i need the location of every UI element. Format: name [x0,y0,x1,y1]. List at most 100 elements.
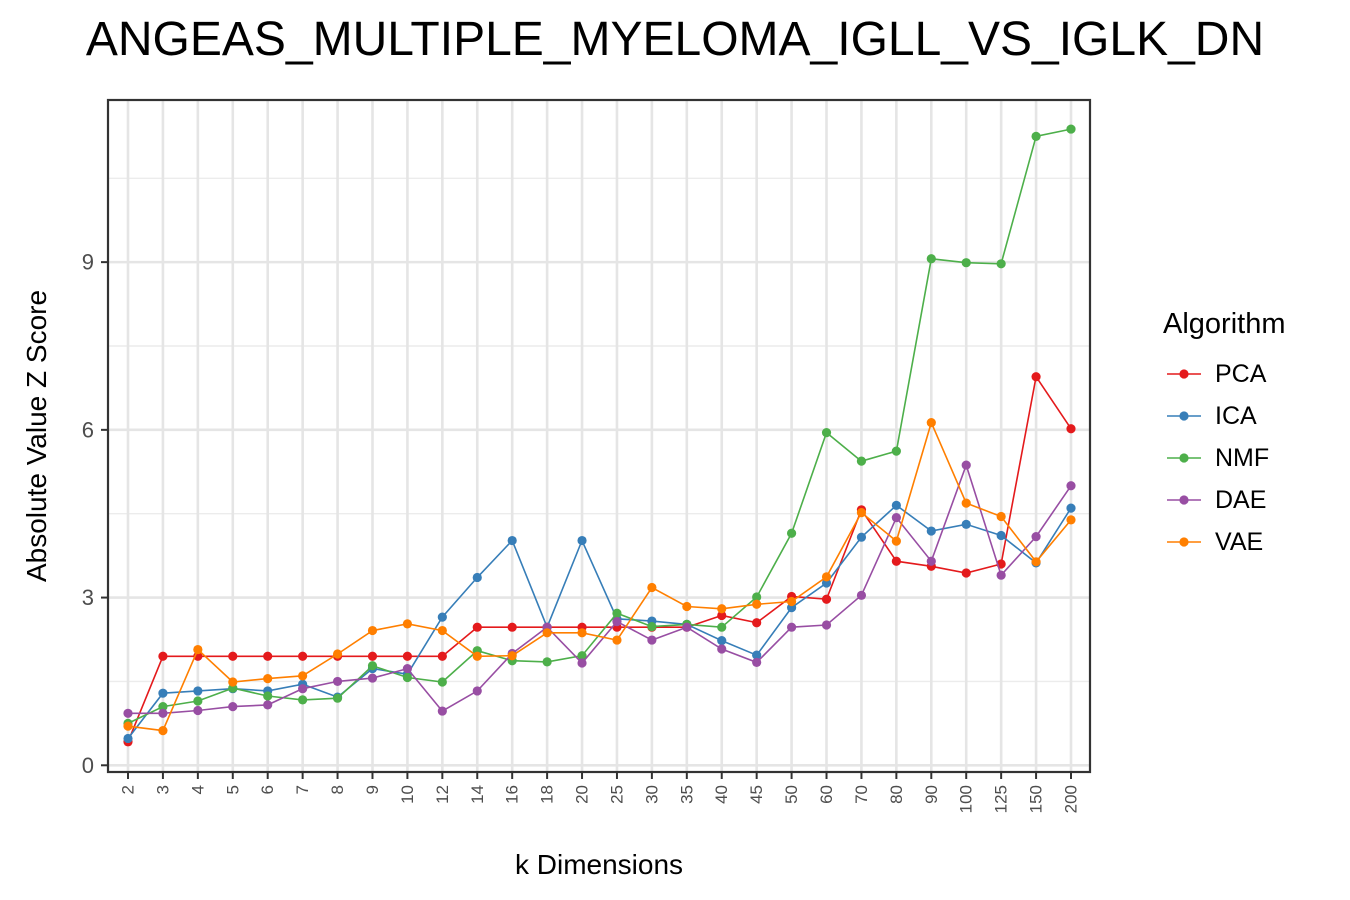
data-point-dae [891,513,901,523]
plot-background [108,100,1090,772]
data-point-vae [786,596,797,607]
legend-label: ICA [1215,402,1257,430]
data-point-ica [1066,503,1076,513]
data-point-vae [298,671,308,681]
data-point-vae [1066,515,1076,525]
data-point-vae [542,628,552,638]
data-point-nmf [577,651,587,661]
data-point-nmf [752,592,762,602]
x-tick-label: 3 [153,785,172,794]
data-point-vae [612,635,622,645]
data-point-nmf [647,622,657,632]
data-point-dae [647,635,657,645]
data-point-pca [158,651,168,661]
data-point-dae [752,657,762,668]
x-tick-label: 25 [607,785,626,804]
x-tick-label: 50 [782,785,801,804]
data-point-pca [298,651,308,661]
x-tick-label: 30 [642,785,661,804]
x-tick-label: 35 [677,785,696,804]
data-point-nmf [612,608,622,618]
data-point-dae [472,686,482,696]
data-point-ica [717,636,727,646]
data-point-ica [926,526,936,536]
series-line-dae [128,462,1072,715]
x-tick-label: 40 [712,785,731,804]
x-tick-label: 14 [468,785,487,804]
data-point-nmf [856,456,867,466]
data-point-dae [332,676,343,687]
data-point-vae [821,572,832,582]
data-point-dae [298,684,308,694]
data-point-pca [1066,424,1076,434]
x-tick-label: 18 [538,785,557,804]
data-point-dae [961,460,971,470]
x-tick-label: 7 [293,785,312,794]
data-point-dae [926,556,936,566]
data-point-nmf [996,259,1006,269]
data-point-nmf [437,677,447,687]
data-point-vae [332,649,343,659]
data-point-nmf [158,701,168,712]
x-tick-label: 200 [1062,785,1081,813]
data-point-ica [752,650,762,660]
data-point-dae [367,673,378,683]
y-axis-title: Absolute Value Z Score [21,290,52,582]
data-point-ica [507,535,517,546]
legend-item-pca: PCA [1167,360,1267,388]
data-point-vae [752,599,762,609]
x-tick-label: 20 [573,785,592,804]
data-point-ica [961,519,971,529]
series-line-vae [127,420,1072,732]
x-tick-label: 125 [992,785,1011,813]
data-point-ica [158,688,168,698]
data-point-vae [507,651,517,661]
data-point-pca [1031,372,1041,382]
grid-lines [108,100,1090,772]
data-point-pca [961,568,971,578]
series-line-pca [127,374,1072,743]
data-point-dae [263,700,273,710]
legend-label: PCA [1215,360,1267,388]
data-point-pca [821,594,832,604]
data-point-dae [158,708,168,718]
data-point-nmf [402,672,413,683]
data-point-dae [786,622,797,632]
data-point-ica [856,532,867,542]
data-point-dae [402,663,413,674]
x-axis-title: k Dimensions [515,849,683,880]
data-point-pca [367,651,378,661]
data-point-pca [228,651,238,661]
data-point-vae [402,619,413,629]
data-point-nmf [786,528,797,538]
y-tick-label: 0 [82,753,94,778]
x-tick-label: 45 [747,785,766,804]
data-point-nmf [1066,124,1076,134]
data-point-nmf [263,691,273,701]
x-tick-label: 2 [119,785,138,794]
data-point-dae [123,708,133,718]
legend-key-point [1179,453,1189,463]
data-point-vae [856,507,867,518]
data-point-vae [228,677,238,687]
legend-label: NMF [1215,444,1269,472]
data-point-dae [821,620,832,630]
data-point-vae [193,644,203,655]
data-point-nmf [542,657,552,667]
x-tick-label: 10 [398,785,417,804]
data-point-vae [961,498,971,508]
data-point-dae [228,701,238,712]
x-tick-label: 70 [852,785,871,804]
x-tick-label: 150 [1027,785,1046,813]
data-point-ica [891,500,901,510]
data-point-dae [1031,532,1041,542]
data-point-nmf [821,428,832,438]
data-point-pca [752,618,762,628]
data-point-nmf [926,254,936,264]
data-point-dae [193,705,203,716]
legend-item-nmf: NMF [1167,444,1269,472]
data-point-vae [647,582,657,593]
data-point-nmf [1031,131,1041,141]
data-point-dae [437,706,447,716]
